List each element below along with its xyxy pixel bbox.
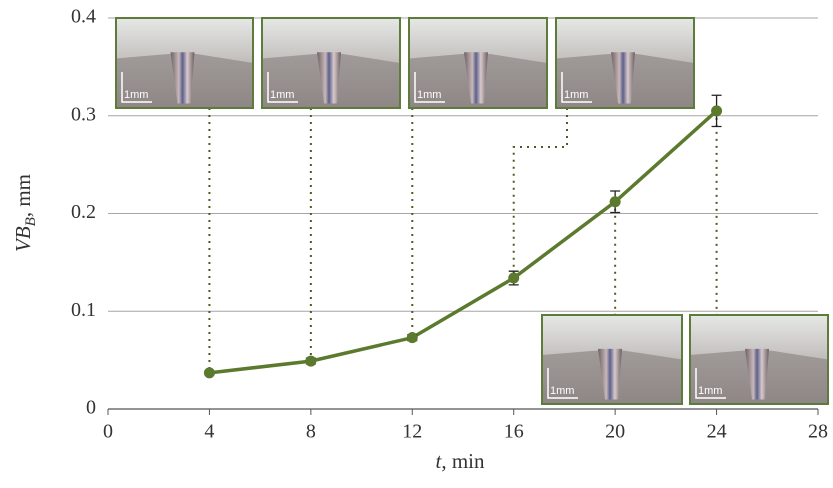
- scale-label: 1mm: [124, 89, 148, 101]
- scale-label: 1mm: [698, 385, 722, 397]
- chart: 0 0.1 0.2 0.3 0.4 0 4 8 12 16 20 24 28 1mm 1mm 1mm 1mm 1…: [0, 0, 833, 488]
- y-tick-label: 0.4: [71, 6, 96, 28]
- scale-label: 1mm: [417, 89, 441, 101]
- y-tick-label: 0.1: [71, 299, 96, 321]
- y-label-unit: , mm: [11, 174, 35, 217]
- scale-label: 1mm: [564, 89, 588, 101]
- x-label-unit: , min: [441, 449, 485, 473]
- data-point: [204, 367, 215, 378]
- y-label-sub: B: [23, 217, 39, 226]
- scale-label: 1mm: [270, 89, 294, 101]
- x-tick-label: 24: [707, 421, 727, 443]
- y-tick-label: 0.2: [71, 201, 96, 223]
- y-tick-label: 0.3: [71, 103, 96, 125]
- y-tick-label: 0: [86, 397, 96, 419]
- inset-image: 1mm: [116, 18, 253, 108]
- inset-image: 1mm: [262, 18, 400, 108]
- x-tick-label: 0: [103, 421, 113, 443]
- x-tick-label: 12: [402, 421, 422, 443]
- x-tick-label: 20: [605, 421, 625, 443]
- inset-image: 1mm: [690, 315, 828, 404]
- inset-image: 1mm: [542, 315, 682, 404]
- x-tick-label: 4: [204, 421, 214, 443]
- y-axis-label: VBB, mm: [11, 174, 39, 252]
- x-tick-label: 8: [306, 421, 316, 443]
- connector: [514, 108, 567, 278]
- data-point: [407, 332, 418, 343]
- inset-image: 1mm: [409, 18, 547, 108]
- x-tick-label: 28: [808, 421, 828, 443]
- data-point: [610, 196, 621, 207]
- data-point: [508, 273, 519, 284]
- y-label-var: VB: [11, 226, 35, 252]
- data-point: [711, 105, 722, 116]
- data-point: [305, 356, 316, 367]
- x-axis-label: t, min: [435, 449, 485, 473]
- scale-label: 1mm: [550, 385, 574, 397]
- inset-image: 1mm: [556, 18, 694, 108]
- x-tick-label: 16: [504, 421, 524, 443]
